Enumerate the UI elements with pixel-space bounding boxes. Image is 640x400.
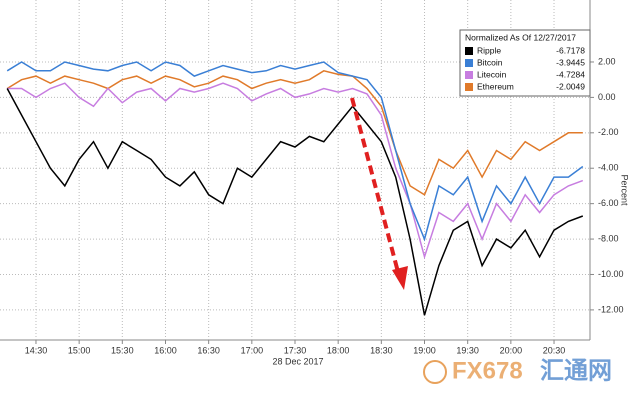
legend-swatch — [465, 83, 473, 91]
watermark: FX678 汇通网 — [423, 357, 612, 384]
watermark-text: 汇通网 — [540, 357, 612, 384]
x-sublabel: 28 Dec 2017 — [272, 356, 323, 366]
legend-box — [459, 29, 591, 97]
legend-label: Litecoin — [477, 69, 507, 79]
x-tick-label: 15:00 — [68, 345, 91, 355]
arrow-head — [392, 266, 408, 290]
y-tick-label: 0.00 — [598, 92, 616, 102]
legend-value: -2.0049 — [556, 81, 585, 91]
legend-title: Normalized As Of 12/27/2017 — [465, 32, 576, 42]
x-tick-label: 16:30 — [197, 345, 220, 355]
legend-label: Ripple — [477, 45, 501, 55]
x-tick-label: 16:00 — [154, 345, 177, 355]
legend-swatch — [465, 59, 473, 67]
series-line — [6, 69, 583, 196]
y-tick-label: -6.00 — [598, 198, 619, 208]
x-tick-label: 18:30 — [370, 345, 393, 355]
watermark-logo — [423, 360, 447, 384]
legend-label: Bitcoin — [477, 57, 503, 67]
legend-swatch — [465, 71, 473, 79]
legend-value: -6.7178 — [556, 45, 585, 55]
legend-label: Ethereum — [477, 81, 514, 91]
y-tick-label: -2.00 — [598, 127, 619, 137]
legend: Normalized As Of 12/27/2017 Ripple -6.717… — [459, 29, 591, 97]
series-line — [7, 82, 584, 260]
y-tick-label: 2.00 — [598, 56, 616, 66]
y-tick-label: -12.00 — [598, 304, 624, 314]
x-tick-label: 19:00 — [413, 345, 436, 355]
x-tick-label: 19:30 — [456, 345, 479, 355]
y-tick-label: -8.00 — [598, 233, 619, 243]
legend-value: -3.9445 — [556, 57, 585, 67]
x-tick-label: 20:00 — [500, 345, 523, 355]
plot-area — [0, 0, 590, 340]
legend-value: -4.7284 — [556, 69, 585, 79]
legend-swatch — [465, 47, 473, 55]
x-tick-label: 20:30 — [543, 345, 566, 355]
y-tick-label: -10.00 — [598, 269, 624, 279]
annotation-arrow — [350, 97, 408, 290]
x-tick-label: 15:30 — [111, 345, 134, 355]
watermark-text: FX678 — [452, 357, 523, 384]
x-tick-label: 14:30 — [25, 345, 48, 355]
x-tick-label: 17:00 — [241, 345, 264, 355]
arrow-shaft — [350, 97, 400, 273]
y-tick-label: -4.00 — [598, 163, 619, 173]
x-tick-label: 17:30 — [284, 345, 307, 355]
series-line — [6, 61, 584, 242]
y-axis-label: Percent — [620, 174, 630, 206]
series-line — [6, 88, 584, 316]
x-tick-label: 18:00 — [327, 345, 350, 355]
